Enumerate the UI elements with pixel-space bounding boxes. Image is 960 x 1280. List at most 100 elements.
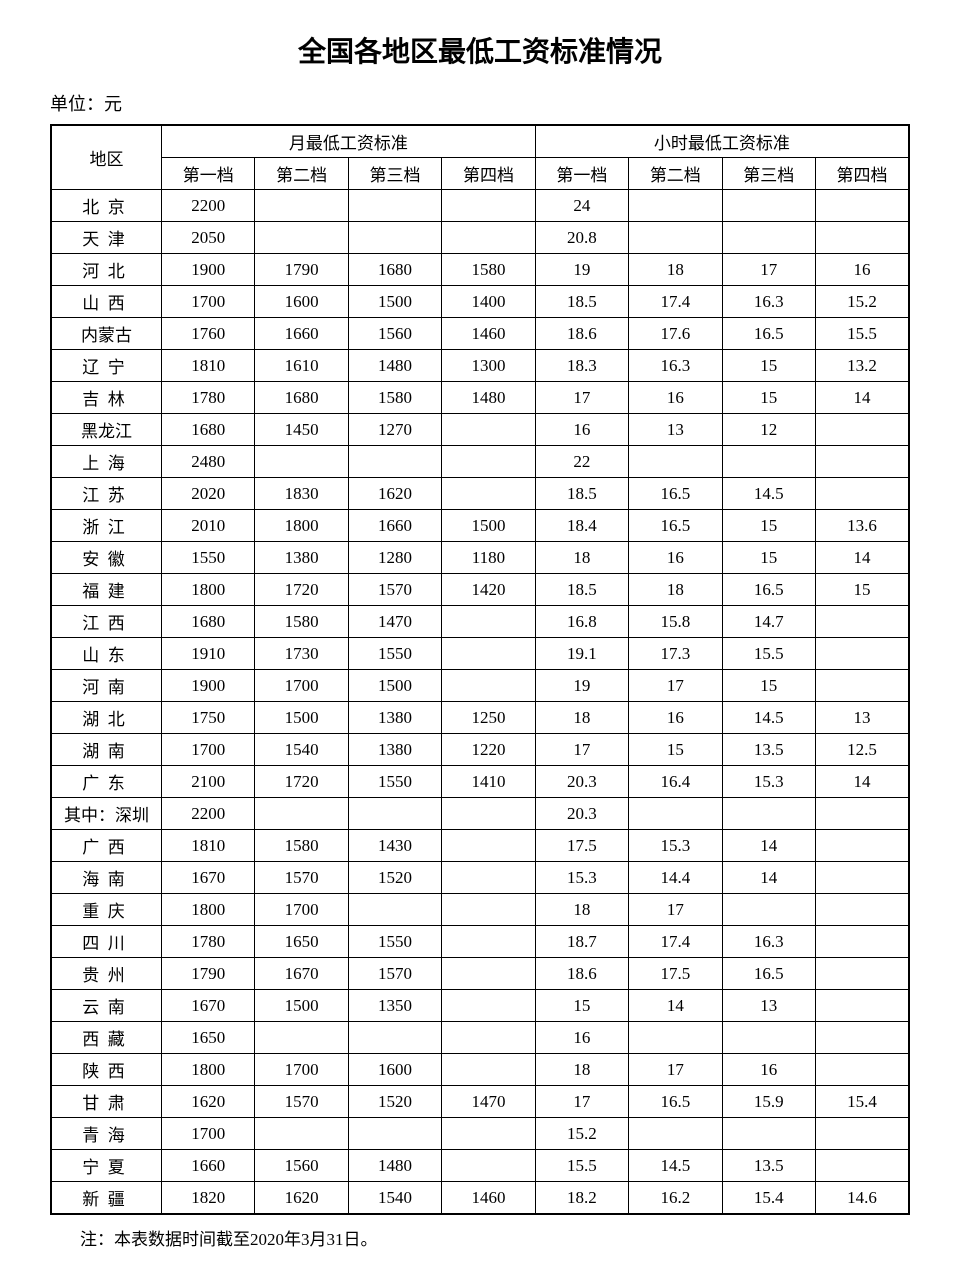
- monthly-cell: 1790: [162, 958, 255, 990]
- monthly-cell: [442, 894, 535, 926]
- hourly-cell: 17.4: [629, 926, 722, 958]
- monthly-cell: 1700: [255, 1054, 348, 1086]
- header-tier: 第三档: [722, 158, 815, 190]
- table-row: 湖南1700154013801220171513.512.5: [51, 734, 909, 766]
- table-row: 其中：深圳220020.3: [51, 798, 909, 830]
- hourly-cell: 15.3: [535, 862, 628, 894]
- hourly-cell: 14.4: [629, 862, 722, 894]
- hourly-cell: [815, 1022, 909, 1054]
- monthly-cell: 1270: [348, 414, 441, 446]
- table-row: 上海248022: [51, 446, 909, 478]
- monthly-cell: 1500: [255, 702, 348, 734]
- hourly-cell: 19: [535, 670, 628, 702]
- monthly-cell: 2050: [162, 222, 255, 254]
- hourly-cell: [815, 958, 909, 990]
- table-row: 北京220024: [51, 190, 909, 222]
- hourly-cell: 12: [722, 414, 815, 446]
- hourly-cell: 16.3: [722, 926, 815, 958]
- table-row: 宁夏16601560148015.514.513.5: [51, 1150, 909, 1182]
- monthly-cell: 1460: [442, 1182, 535, 1215]
- hourly-cell: 15.9: [722, 1086, 815, 1118]
- monthly-cell: [442, 958, 535, 990]
- region-cell: 海南: [51, 862, 162, 894]
- monthly-cell: 1470: [442, 1086, 535, 1118]
- header-row-2: 第一档 第二档 第三档 第四档 第一档 第二档 第三档 第四档: [51, 158, 909, 190]
- region-cell: 黑龙江: [51, 414, 162, 446]
- monthly-cell: 1910: [162, 638, 255, 670]
- monthly-cell: 1780: [162, 926, 255, 958]
- hourly-cell: 16.3: [722, 286, 815, 318]
- table-row: 海南16701570152015.314.414: [51, 862, 909, 894]
- region-cell: 福建: [51, 574, 162, 606]
- hourly-cell: 15.5: [535, 1150, 628, 1182]
- table-row: 山东19101730155019.117.315.5: [51, 638, 909, 670]
- table-row: 新疆182016201540146018.216.215.414.6: [51, 1182, 909, 1215]
- monthly-cell: [442, 798, 535, 830]
- hourly-cell: 19.1: [535, 638, 628, 670]
- monthly-cell: [442, 414, 535, 446]
- monthly-cell: 2020: [162, 478, 255, 510]
- hourly-cell: 15: [722, 350, 815, 382]
- hourly-cell: 14: [722, 862, 815, 894]
- hourly-cell: 16.3: [629, 350, 722, 382]
- monthly-cell: 1660: [162, 1150, 255, 1182]
- hourly-cell: 13.5: [722, 734, 815, 766]
- monthly-cell: 1680: [348, 254, 441, 286]
- region-cell: 安徽: [51, 542, 162, 574]
- monthly-cell: 1300: [442, 350, 535, 382]
- hourly-cell: 14.5: [722, 478, 815, 510]
- monthly-cell: [442, 990, 535, 1022]
- hourly-cell: 16: [722, 1054, 815, 1086]
- hourly-cell: 20.3: [535, 798, 628, 830]
- monthly-cell: 1280: [348, 542, 441, 574]
- hourly-cell: 14: [629, 990, 722, 1022]
- monthly-cell: 1580: [255, 830, 348, 862]
- monthly-cell: 1560: [348, 318, 441, 350]
- hourly-cell: 16: [629, 382, 722, 414]
- hourly-cell: 13.2: [815, 350, 909, 382]
- monthly-cell: 1570: [348, 958, 441, 990]
- monthly-cell: 1550: [348, 766, 441, 798]
- hourly-cell: 14: [815, 382, 909, 414]
- hourly-cell: [722, 1022, 815, 1054]
- hourly-cell: 15.5: [722, 638, 815, 670]
- region-cell: 江苏: [51, 478, 162, 510]
- hourly-cell: 15.4: [815, 1086, 909, 1118]
- monthly-cell: 1680: [162, 414, 255, 446]
- region-cell: 辽宁: [51, 350, 162, 382]
- table-row: 甘肃16201570152014701716.515.915.4: [51, 1086, 909, 1118]
- hourly-cell: 18: [535, 702, 628, 734]
- monthly-cell: 1680: [255, 382, 348, 414]
- monthly-cell: 2010: [162, 510, 255, 542]
- region-cell: 河南: [51, 670, 162, 702]
- hourly-cell: 17.6: [629, 318, 722, 350]
- monthly-cell: [442, 926, 535, 958]
- region-cell: 湖北: [51, 702, 162, 734]
- monthly-cell: 1350: [348, 990, 441, 1022]
- hourly-cell: 18: [629, 574, 722, 606]
- hourly-cell: [815, 670, 909, 702]
- monthly-cell: 1380: [348, 702, 441, 734]
- monthly-cell: 1460: [442, 318, 535, 350]
- monthly-cell: [348, 222, 441, 254]
- monthly-cell: 1450: [255, 414, 348, 446]
- monthly-cell: [348, 894, 441, 926]
- unit-label: 单位：元: [50, 90, 910, 116]
- monthly-cell: 1670: [162, 862, 255, 894]
- region-cell: 云南: [51, 990, 162, 1022]
- region-cell: 吉林: [51, 382, 162, 414]
- monthly-cell: 1650: [162, 1022, 255, 1054]
- region-cell: 重庆: [51, 894, 162, 926]
- hourly-cell: 15: [535, 990, 628, 1022]
- hourly-cell: 17.5: [629, 958, 722, 990]
- region-cell: 贵州: [51, 958, 162, 990]
- hourly-cell: 14: [722, 830, 815, 862]
- header-tier: 第一档: [535, 158, 628, 190]
- hourly-cell: 15: [722, 670, 815, 702]
- table-row: 西藏165016: [51, 1022, 909, 1054]
- hourly-cell: 17: [722, 254, 815, 286]
- hourly-cell: [629, 222, 722, 254]
- monthly-cell: 1500: [255, 990, 348, 1022]
- table-row: 重庆180017001817: [51, 894, 909, 926]
- hourly-cell: [815, 222, 909, 254]
